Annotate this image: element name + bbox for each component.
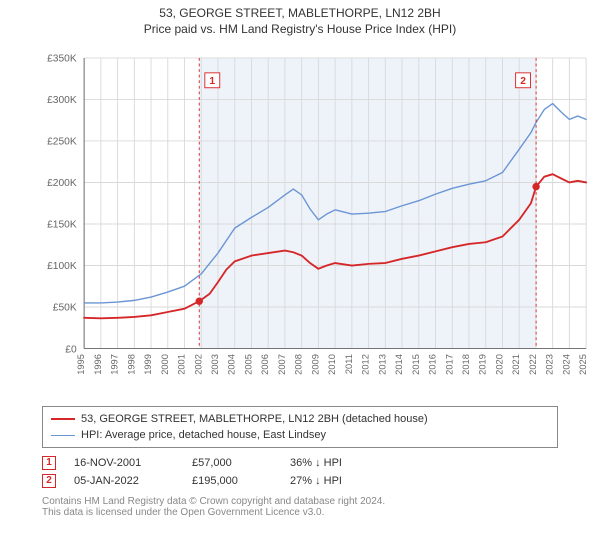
- svg-text:2006: 2006: [260, 354, 270, 375]
- footer-line-1: Contains HM Land Registry data © Crown c…: [42, 496, 558, 507]
- svg-text:£350K: £350K: [47, 54, 77, 65]
- svg-text:2000: 2000: [160, 354, 170, 375]
- title-block: 53, GEORGE STREET, MABLETHORPE, LN12 2BH…: [0, 0, 600, 40]
- svg-text:2021: 2021: [511, 354, 521, 375]
- svg-text:1997: 1997: [110, 354, 120, 375]
- svg-text:2018: 2018: [461, 354, 471, 375]
- svg-text:2005: 2005: [243, 354, 253, 375]
- event-marker-2: 2: [42, 474, 56, 488]
- svg-text:2013: 2013: [377, 354, 387, 375]
- footer-line-2: This data is licensed under the Open Gov…: [42, 507, 558, 518]
- legend-label-hpi: HPI: Average price, detached house, East…: [81, 427, 326, 443]
- svg-text:2011: 2011: [344, 354, 354, 374]
- svg-text:£50K: £50K: [53, 303, 77, 314]
- svg-text:2007: 2007: [277, 354, 287, 375]
- legend-box: 53, GEORGE STREET, MABLETHORPE, LN12 2BH…: [42, 406, 558, 448]
- event-date-2: 05-JAN-2022: [74, 472, 174, 490]
- svg-text:2015: 2015: [411, 354, 421, 375]
- svg-text:1: 1: [209, 76, 215, 87]
- event-price-2: £195,000: [192, 472, 272, 490]
- svg-text:1999: 1999: [143, 354, 153, 375]
- svg-text:2019: 2019: [478, 354, 488, 375]
- plot-svg: £0 £50K £100K £150K £200K £250K £300K £350K 1995…: [45, 40, 588, 400]
- svg-text:2017: 2017: [444, 354, 454, 375]
- svg-text:2020: 2020: [494, 354, 504, 375]
- event-diff-1: 36% ↓ HPI: [290, 454, 380, 472]
- legend-row-property: 53, GEORGE STREET, MABLETHORPE, LN12 2BH…: [51, 411, 549, 427]
- legend-label-property: 53, GEORGE STREET, MABLETHORPE, LN12 2BH…: [81, 411, 428, 427]
- svg-text:2012: 2012: [361, 354, 371, 375]
- svg-text:2004: 2004: [227, 354, 237, 375]
- svg-text:£300K: £300K: [47, 95, 77, 106]
- svg-text:2023: 2023: [545, 354, 555, 375]
- event-price-1: £57,000: [192, 454, 272, 472]
- svg-text:2001: 2001: [177, 354, 187, 375]
- svg-text:2010: 2010: [327, 354, 337, 375]
- footer-block: Contains HM Land Registry data © Crown c…: [42, 496, 558, 518]
- svg-text:2008: 2008: [294, 354, 304, 375]
- legend-swatch-property: [51, 418, 75, 420]
- chart-container: 53, GEORGE STREET, MABLETHORPE, LN12 2BH…: [0, 0, 600, 560]
- title-sub: Price paid vs. HM Land Registry's House …: [10, 22, 590, 36]
- svg-text:£100K: £100K: [47, 261, 77, 272]
- svg-text:2003: 2003: [210, 354, 220, 375]
- svg-text:2024: 2024: [561, 354, 571, 375]
- svg-text:£250K: £250K: [47, 137, 77, 148]
- event-diff-2: 27% ↓ HPI: [290, 472, 380, 490]
- svg-text:1995: 1995: [76, 354, 86, 375]
- event-date-1: 16-NOV-2001: [74, 454, 174, 472]
- event-marker-1: 1: [42, 456, 56, 470]
- title-main: 53, GEORGE STREET, MABLETHORPE, LN12 2BH: [10, 6, 590, 20]
- legend-swatch-hpi: [51, 435, 75, 436]
- svg-text:£200K: £200K: [47, 178, 77, 189]
- svg-text:2014: 2014: [394, 354, 404, 375]
- svg-text:£0: £0: [65, 344, 77, 355]
- svg-text:£150K: £150K: [47, 220, 77, 231]
- plot-area: £0 £50K £100K £150K £200K £250K £300K £350K 1995…: [45, 40, 588, 400]
- legend-row-hpi: HPI: Average price, detached house, East…: [51, 427, 549, 443]
- svg-text:2025: 2025: [578, 354, 588, 375]
- svg-text:2002: 2002: [193, 354, 203, 375]
- event-row-1: 1 16-NOV-2001 £57,000 36% ↓ HPI: [42, 454, 558, 472]
- event-row-2: 2 05-JAN-2022 £195,000 27% ↓ HPI: [42, 472, 558, 490]
- svg-text:1996: 1996: [93, 354, 103, 375]
- svg-text:2022: 2022: [528, 354, 538, 375]
- svg-text:2: 2: [520, 76, 526, 87]
- svg-text:1998: 1998: [126, 354, 136, 375]
- svg-text:2016: 2016: [428, 354, 438, 375]
- events-block: 1 16-NOV-2001 £57,000 36% ↓ HPI 2 05-JAN…: [42, 454, 558, 490]
- svg-text:2009: 2009: [310, 354, 320, 375]
